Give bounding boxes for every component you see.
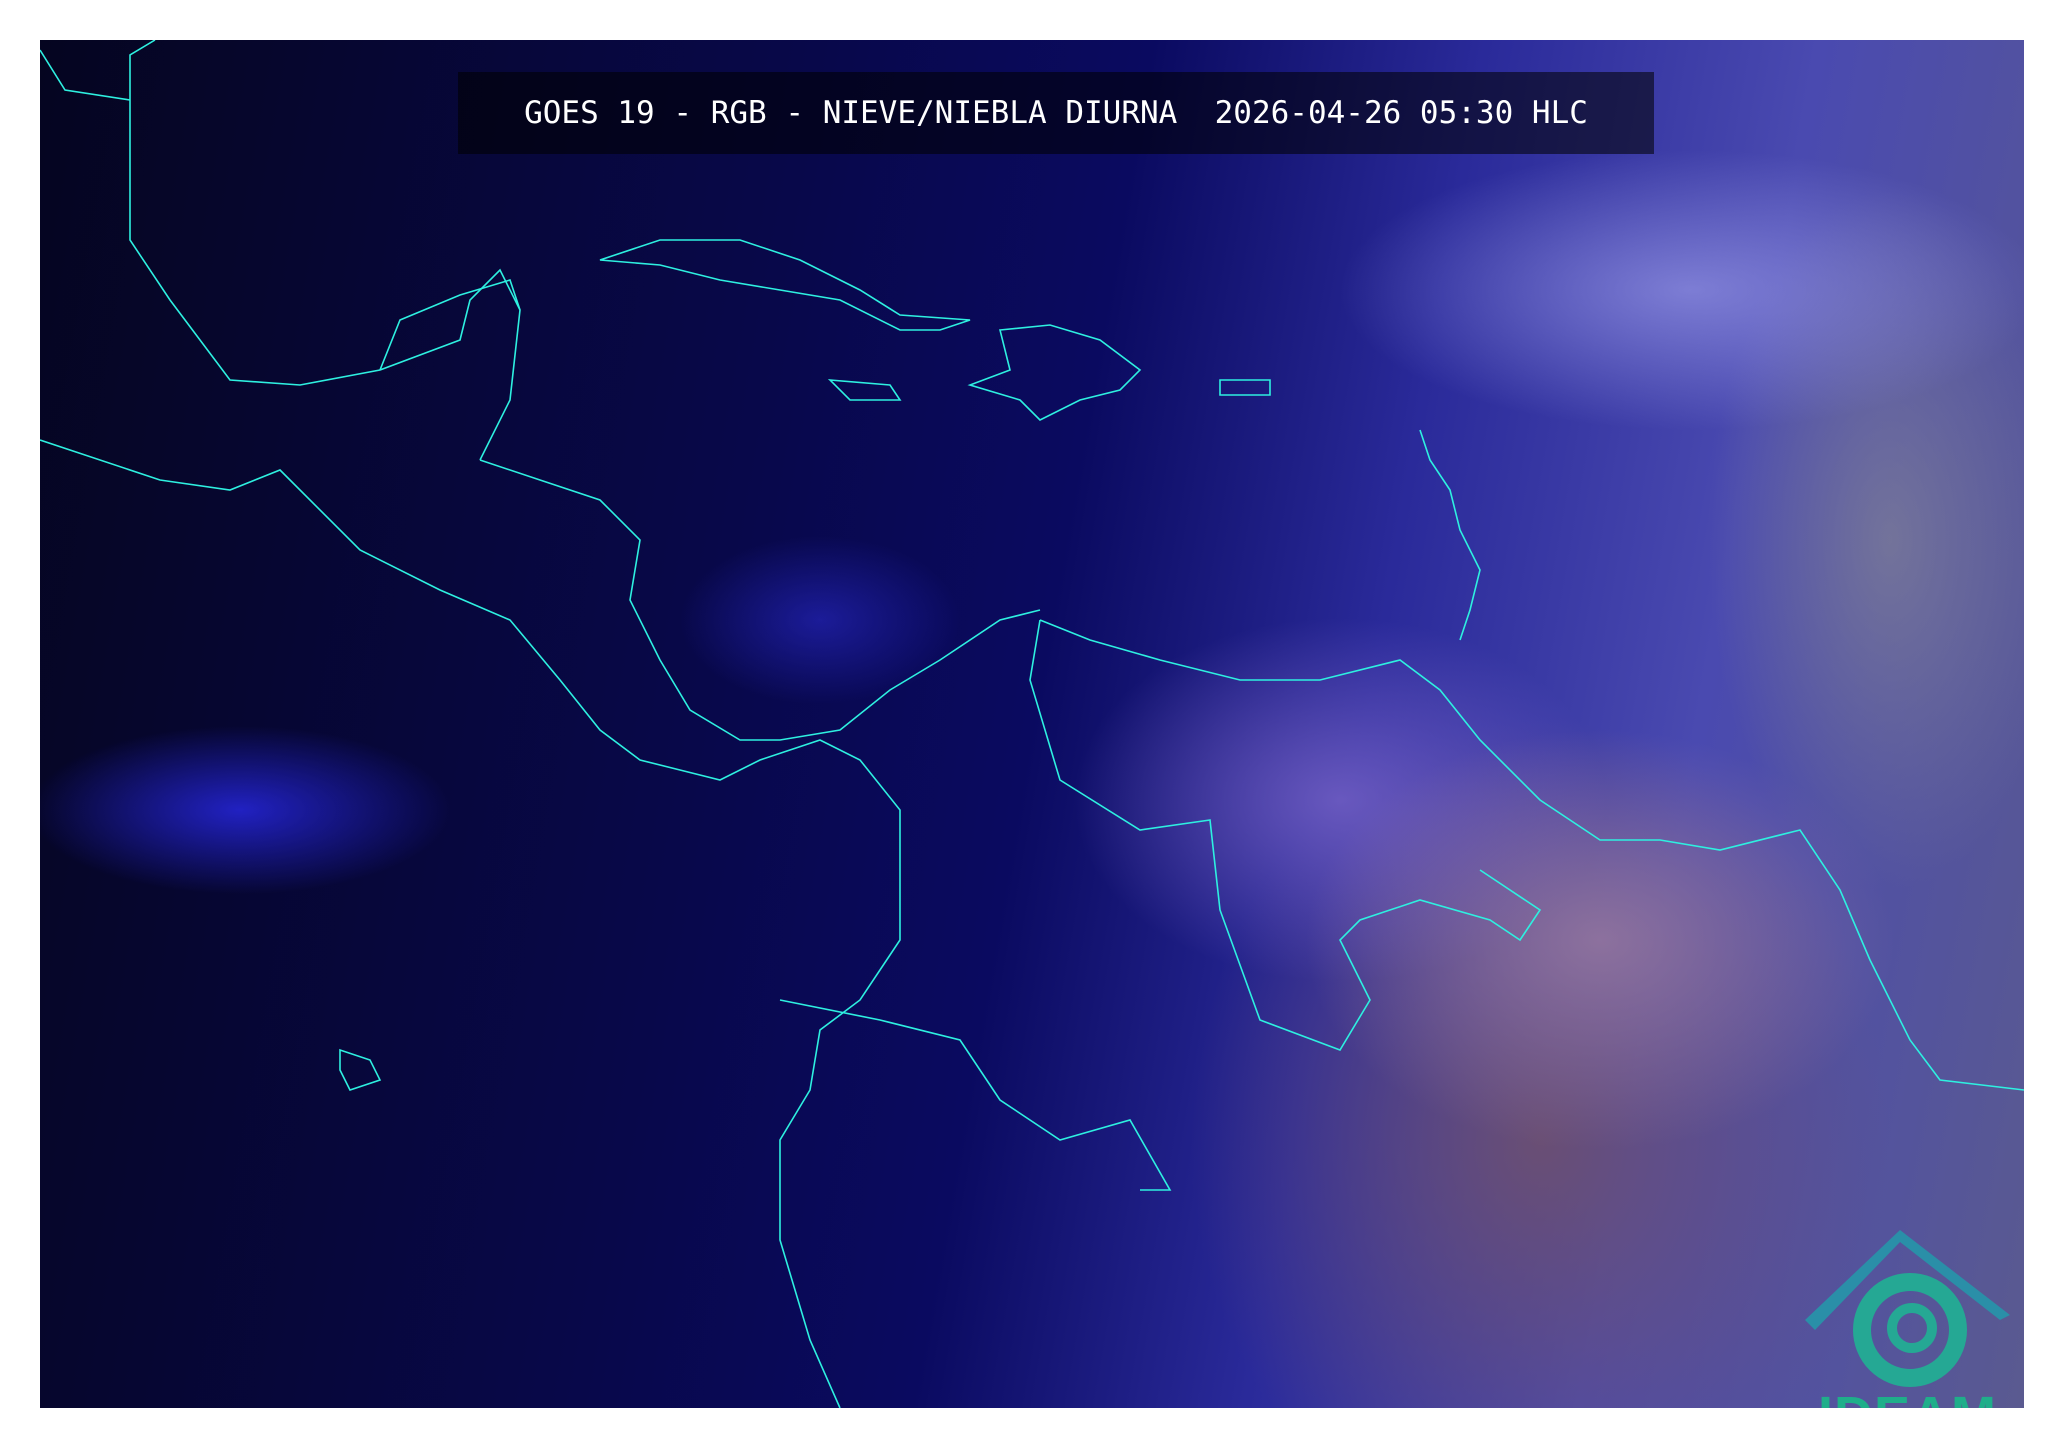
satellite-image-map: IDEAM: [40, 40, 2024, 1408]
florida-gulf-coast: [40, 40, 521, 461]
jamaica: [827, 379, 902, 401]
central-america-caribbean-coast: [479, 459, 1041, 741]
venezuela-coast: [1039, 619, 2024, 1091]
ideam-logo-text: IDEAM: [1800, 1385, 2015, 1408]
lesser-antilles: [1419, 429, 1481, 641]
colombia-venezuela-border: [1029, 619, 1542, 1051]
yucatan: [379, 279, 521, 371]
galapagos: [339, 1048, 382, 1091]
cuba: [599, 239, 971, 331]
colombia-south-border: [779, 999, 1172, 1191]
hispaniola: [967, 324, 1142, 421]
coastlines-overlay: [40, 40, 2024, 1408]
title-banner: GOES 19 - RGB - NIEVE/NIEBLA DIURNA 2026…: [458, 72, 1654, 154]
image-title: GOES 19 - RGB - NIEVE/NIEBLA DIURNA 2026…: [524, 95, 1588, 131]
ideam-logo-emblem-icon: [1805, 1230, 2010, 1387]
ideam-logo: IDEAM: [1800, 1220, 2015, 1408]
puerto-rico: [1219, 379, 1271, 396]
central-america-pacific-coast: [40, 439, 901, 1408]
